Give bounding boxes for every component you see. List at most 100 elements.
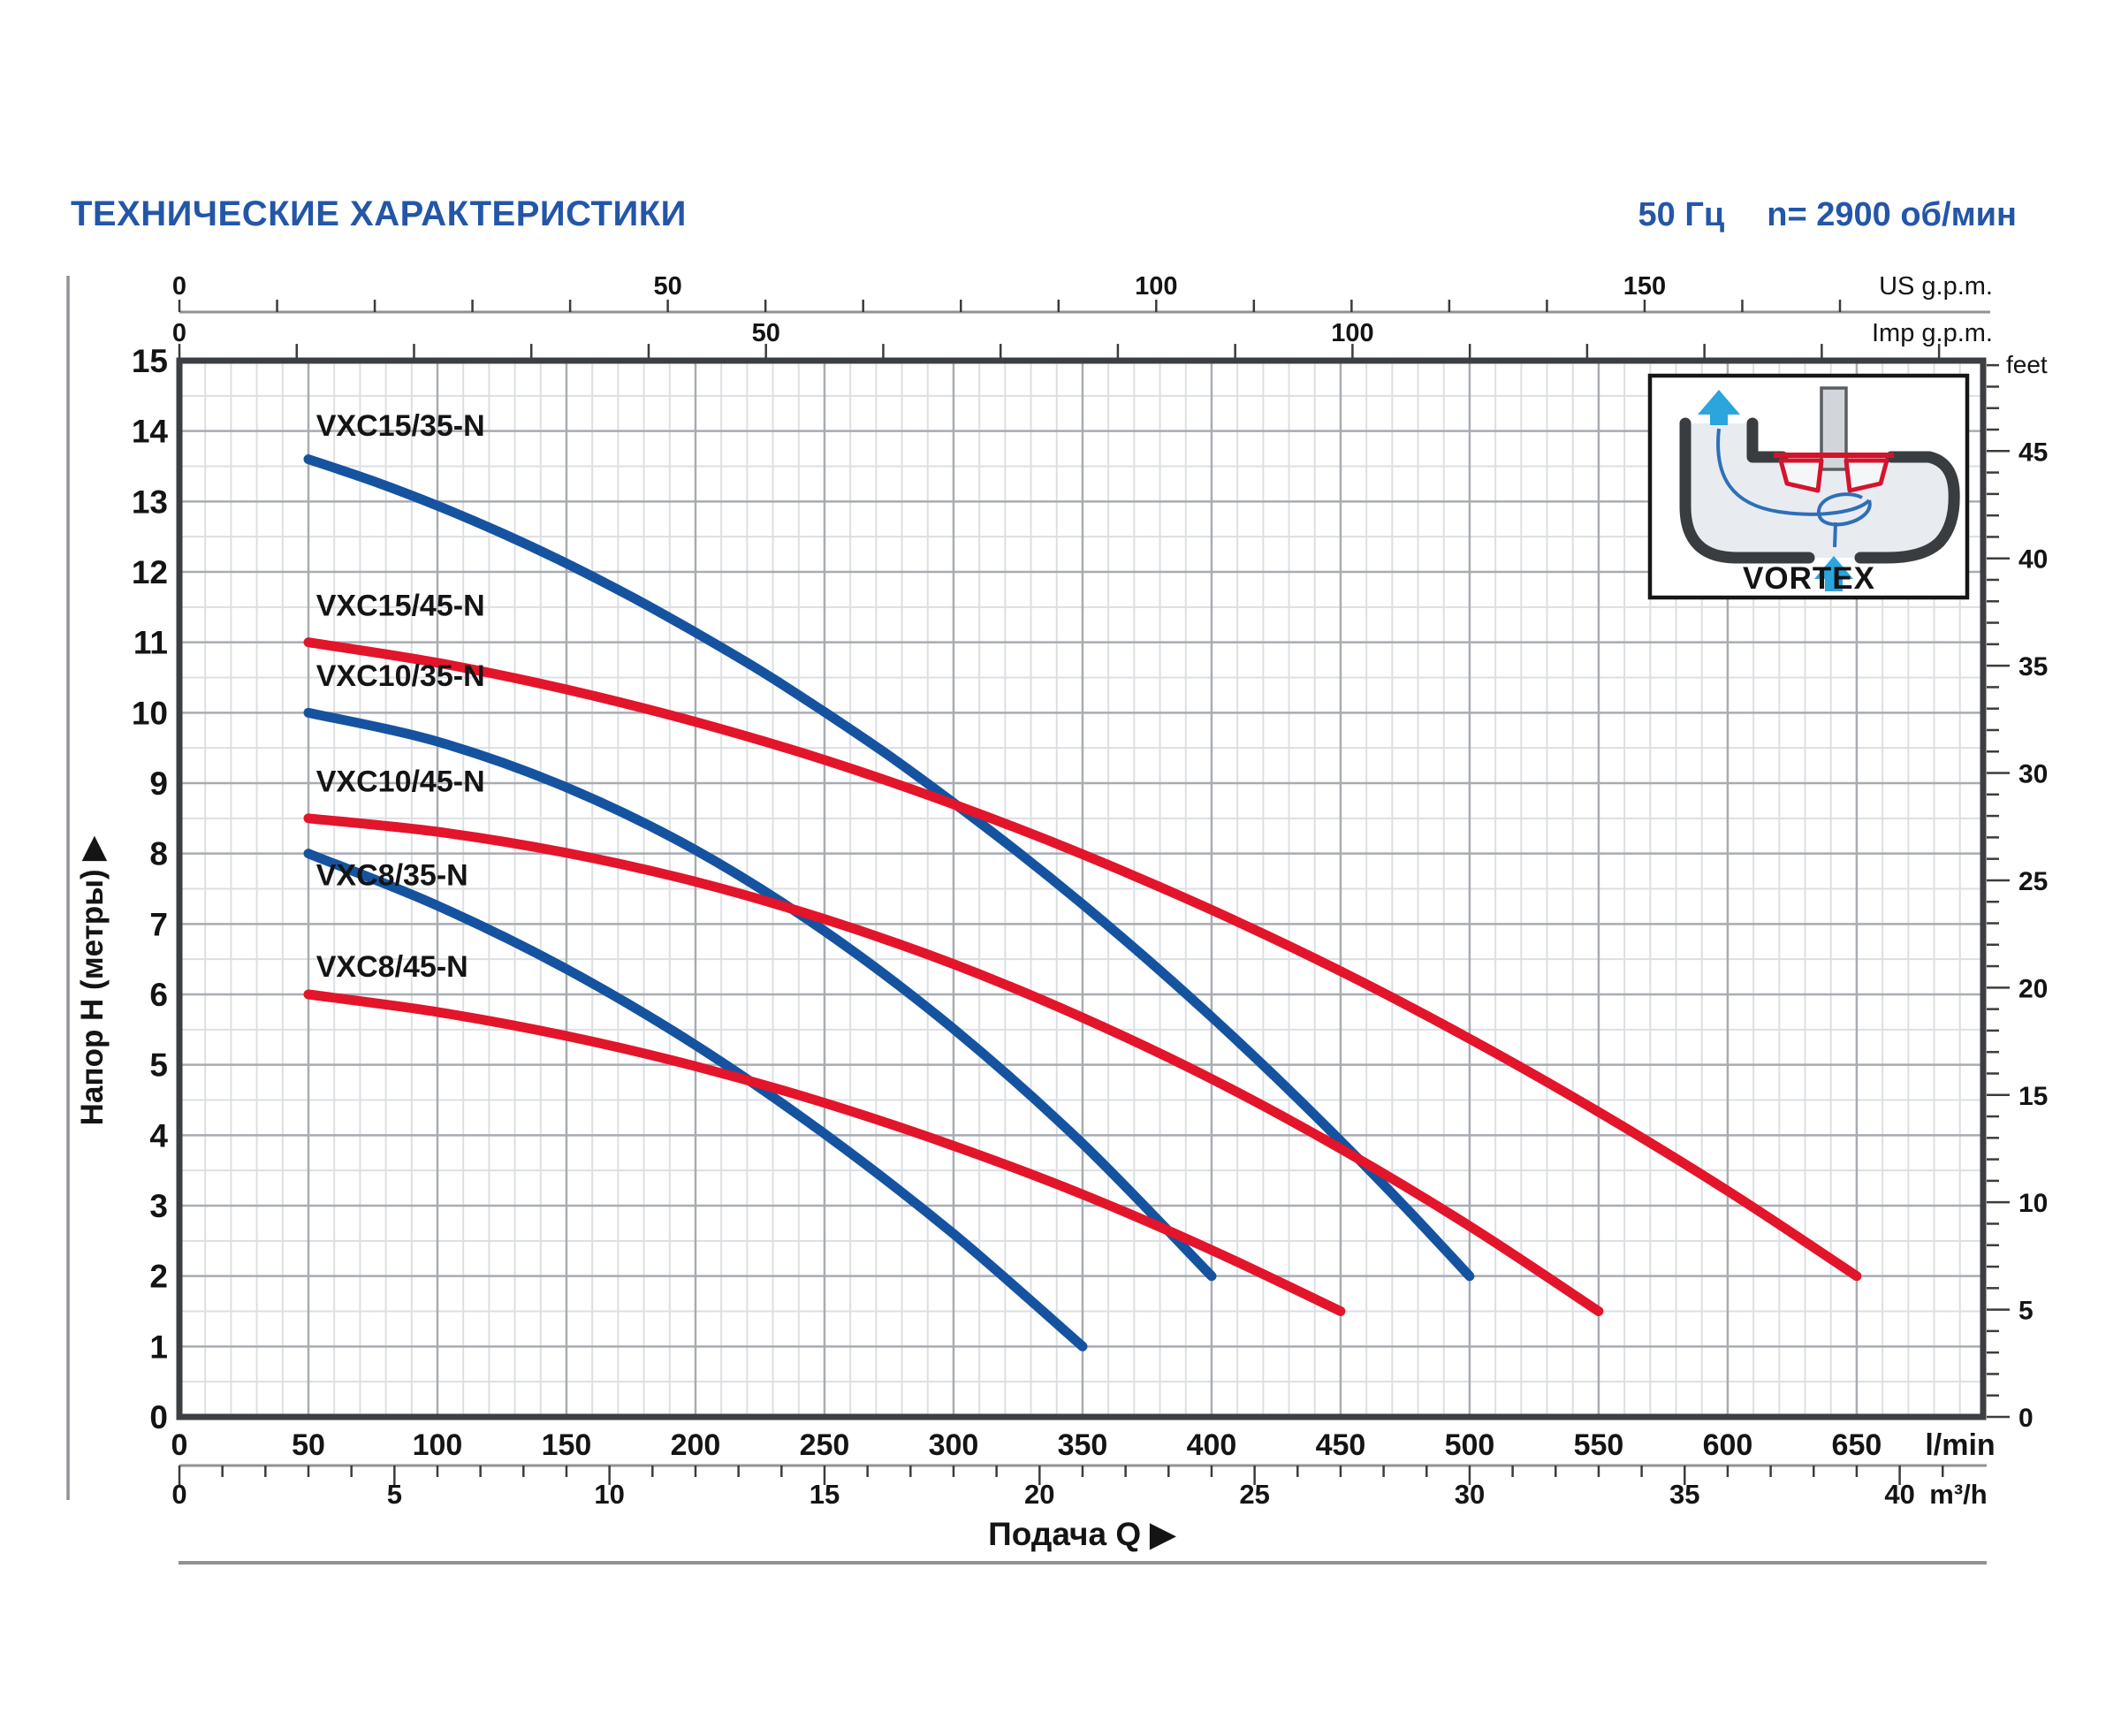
feet-tick-label: 25 <box>2018 867 2048 896</box>
frequency-speed-group: 50 Гц n= 2900 об/мин <box>1638 196 2017 234</box>
flow-loop <box>1817 492 1872 527</box>
series-curve <box>303 637 1862 1282</box>
lmin-tick-label: 50 <box>292 1428 325 1462</box>
feet-tick-label: 30 <box>2018 760 2048 789</box>
feet-tick-label: 40 <box>2018 545 2048 575</box>
series-label: VXC15/35-N <box>316 409 485 443</box>
series-label: VXC10/45-N <box>316 765 485 799</box>
x-axis-imp-gpm: 0 50 100 Imp g.p.m. <box>172 319 1993 358</box>
meters-tick-label: 4 <box>149 1117 168 1154</box>
m3h-tick-label: 5 <box>387 1479 402 1510</box>
lmin-tick-label: 250 <box>800 1428 850 1462</box>
m3h-tick-label: 0 <box>171 1479 186 1510</box>
m3h-tick-label: 20 <box>1024 1479 1054 1510</box>
meters-tick-label: 13 <box>132 483 168 520</box>
imp-gpm-unit-label: Imp g.p.m. <box>1872 319 1993 347</box>
meters-tick-label: 10 <box>132 695 168 731</box>
series-VXC10/45-N: VXC10/45-N <box>303 765 1604 1316</box>
meters-tick-label: 1 <box>149 1329 168 1365</box>
vortex-inset: VORTEX <box>1647 373 1970 600</box>
lmin-tick-label: 450 <box>1316 1428 1366 1462</box>
series-label: VXC15/45-N <box>316 589 485 622</box>
meters-tick-label: 2 <box>149 1259 168 1295</box>
m3h-unit-label: m³/h <box>1929 1479 1987 1510</box>
inlet-arrow-icon <box>1814 556 1853 591</box>
m3h-tick-label: 25 <box>1239 1479 1269 1510</box>
meters-tick-label: 7 <box>149 906 168 942</box>
impeller-blade-left <box>1778 458 1824 493</box>
us-gpm-tick-label: 150 <box>1623 272 1666 301</box>
series-curve <box>303 849 1088 1351</box>
plot-border <box>176 357 1987 1420</box>
imp-gpm-tick-label: 0 <box>172 319 186 347</box>
m3h-tick-label: 15 <box>810 1479 840 1510</box>
m3h-tick-label: 10 <box>594 1479 624 1510</box>
series-VXC15/45-N: VXC15/45-N <box>303 589 1862 1282</box>
feet-tick-label: 35 <box>2018 652 2048 681</box>
meters-tick-label: 14 <box>132 414 169 450</box>
lmin-tick-label: 600 <box>1703 1428 1753 1462</box>
us-gpm-unit-label: US g.p.m. <box>1879 272 1993 301</box>
us-gpm-tick-label: 50 <box>654 272 682 301</box>
meters-tick-label: 11 <box>133 625 168 661</box>
grid-major <box>179 361 1983 1417</box>
series-label: VXC8/35-N <box>316 859 468 893</box>
feet-tick-label: 10 <box>2018 1189 2048 1218</box>
flow-line-inlet <box>1833 522 1837 548</box>
pump-casing-outline <box>1854 451 1960 564</box>
meters-tick-label: 9 <box>149 765 168 802</box>
series-label: VXC8/45-N <box>316 950 468 984</box>
m3h-tick-label: 40 <box>1884 1479 1914 1510</box>
vortex-label: VORTEX <box>1743 561 1875 596</box>
meters-tick-label: 3 <box>149 1188 168 1224</box>
feet-tick-label: 15 <box>2018 1082 2048 1111</box>
feet-tick-label: 5 <box>2018 1297 2034 1326</box>
frequency-label: 50 Гц <box>1638 196 1725 233</box>
lmin-tick-label: 0 <box>171 1428 188 1462</box>
pump-casing-outline <box>1679 417 1815 564</box>
x-axis-title: Подача Q ▶ <box>988 1516 1176 1552</box>
meters-tick-label: 5 <box>149 1047 168 1084</box>
series-VXC8/45-N: VXC8/45-N <box>303 950 1346 1316</box>
feet-tick-label: 45 <box>2018 438 2048 467</box>
meters-tick-label: 15 <box>132 343 168 379</box>
feet-tick-label: 20 <box>2018 974 2048 1003</box>
series-label: VXC10/35-N <box>316 659 485 693</box>
page-rules <box>66 276 1987 1565</box>
series-curve <box>303 989 1346 1316</box>
meters-tick-label: 6 <box>149 977 168 1013</box>
lmin-tick-label: 200 <box>671 1428 721 1462</box>
us-gpm-tick-label: 0 <box>172 272 186 301</box>
feet-unit-label: feet <box>2006 351 2048 378</box>
lmin-unit-label: l/min <box>1925 1428 1995 1462</box>
imp-gpm-tick-label: 100 <box>1331 319 1373 347</box>
lmin-tick-label: 350 <box>1058 1428 1108 1462</box>
lmin-tick-label: 550 <box>1574 1428 1624 1462</box>
m3h-tick-label: 35 <box>1669 1479 1699 1510</box>
lmin-tick-label: 300 <box>929 1428 979 1462</box>
series-curve <box>303 454 1475 1282</box>
x-axis-us-gpm: 0 50 100 150 US g.p.m. <box>172 272 1993 314</box>
axis-titles: Напор H (метры) ▶ Подача Q ▶ <box>75 835 1176 1552</box>
y-axis-title: Напор H (метры) ▶ <box>75 835 110 1126</box>
meters-tick-label: 12 <box>132 554 168 590</box>
series-VXC15/35-N: VXC15/35-N <box>303 409 1475 1282</box>
lmin-tick-label: 150 <box>542 1428 592 1462</box>
lmin-tick-label: 500 <box>1445 1428 1495 1462</box>
lmin-tick-label: 100 <box>413 1428 463 1462</box>
x-axis-m3h: 0 5 10 15 20 25 30 35 40 m³/h <box>171 1464 1988 1510</box>
m3h-tick-label: 30 <box>1455 1479 1485 1510</box>
series-curve <box>303 813 1604 1316</box>
impeller-blade-right <box>1844 458 1889 493</box>
meters-tick-label: 8 <box>149 836 168 872</box>
rotation-speed-label: n= 2900 об/мин <box>1767 196 2017 233</box>
page-title: ТЕХНИЧЕСКИЕ ХАРАКТЕРИСТИКИ <box>71 194 687 233</box>
outlet-arrow-icon <box>1698 390 1740 425</box>
pump-casing-outline <box>1746 417 1789 463</box>
meters-tick-label: 0 <box>149 1399 168 1435</box>
lmin-tick-label: 400 <box>1187 1428 1237 1462</box>
y-axis-feet: 0 5 10 15 20 25 30 35 40 45 feet <box>1987 351 2048 1433</box>
flow-line <box>1716 428 1871 516</box>
